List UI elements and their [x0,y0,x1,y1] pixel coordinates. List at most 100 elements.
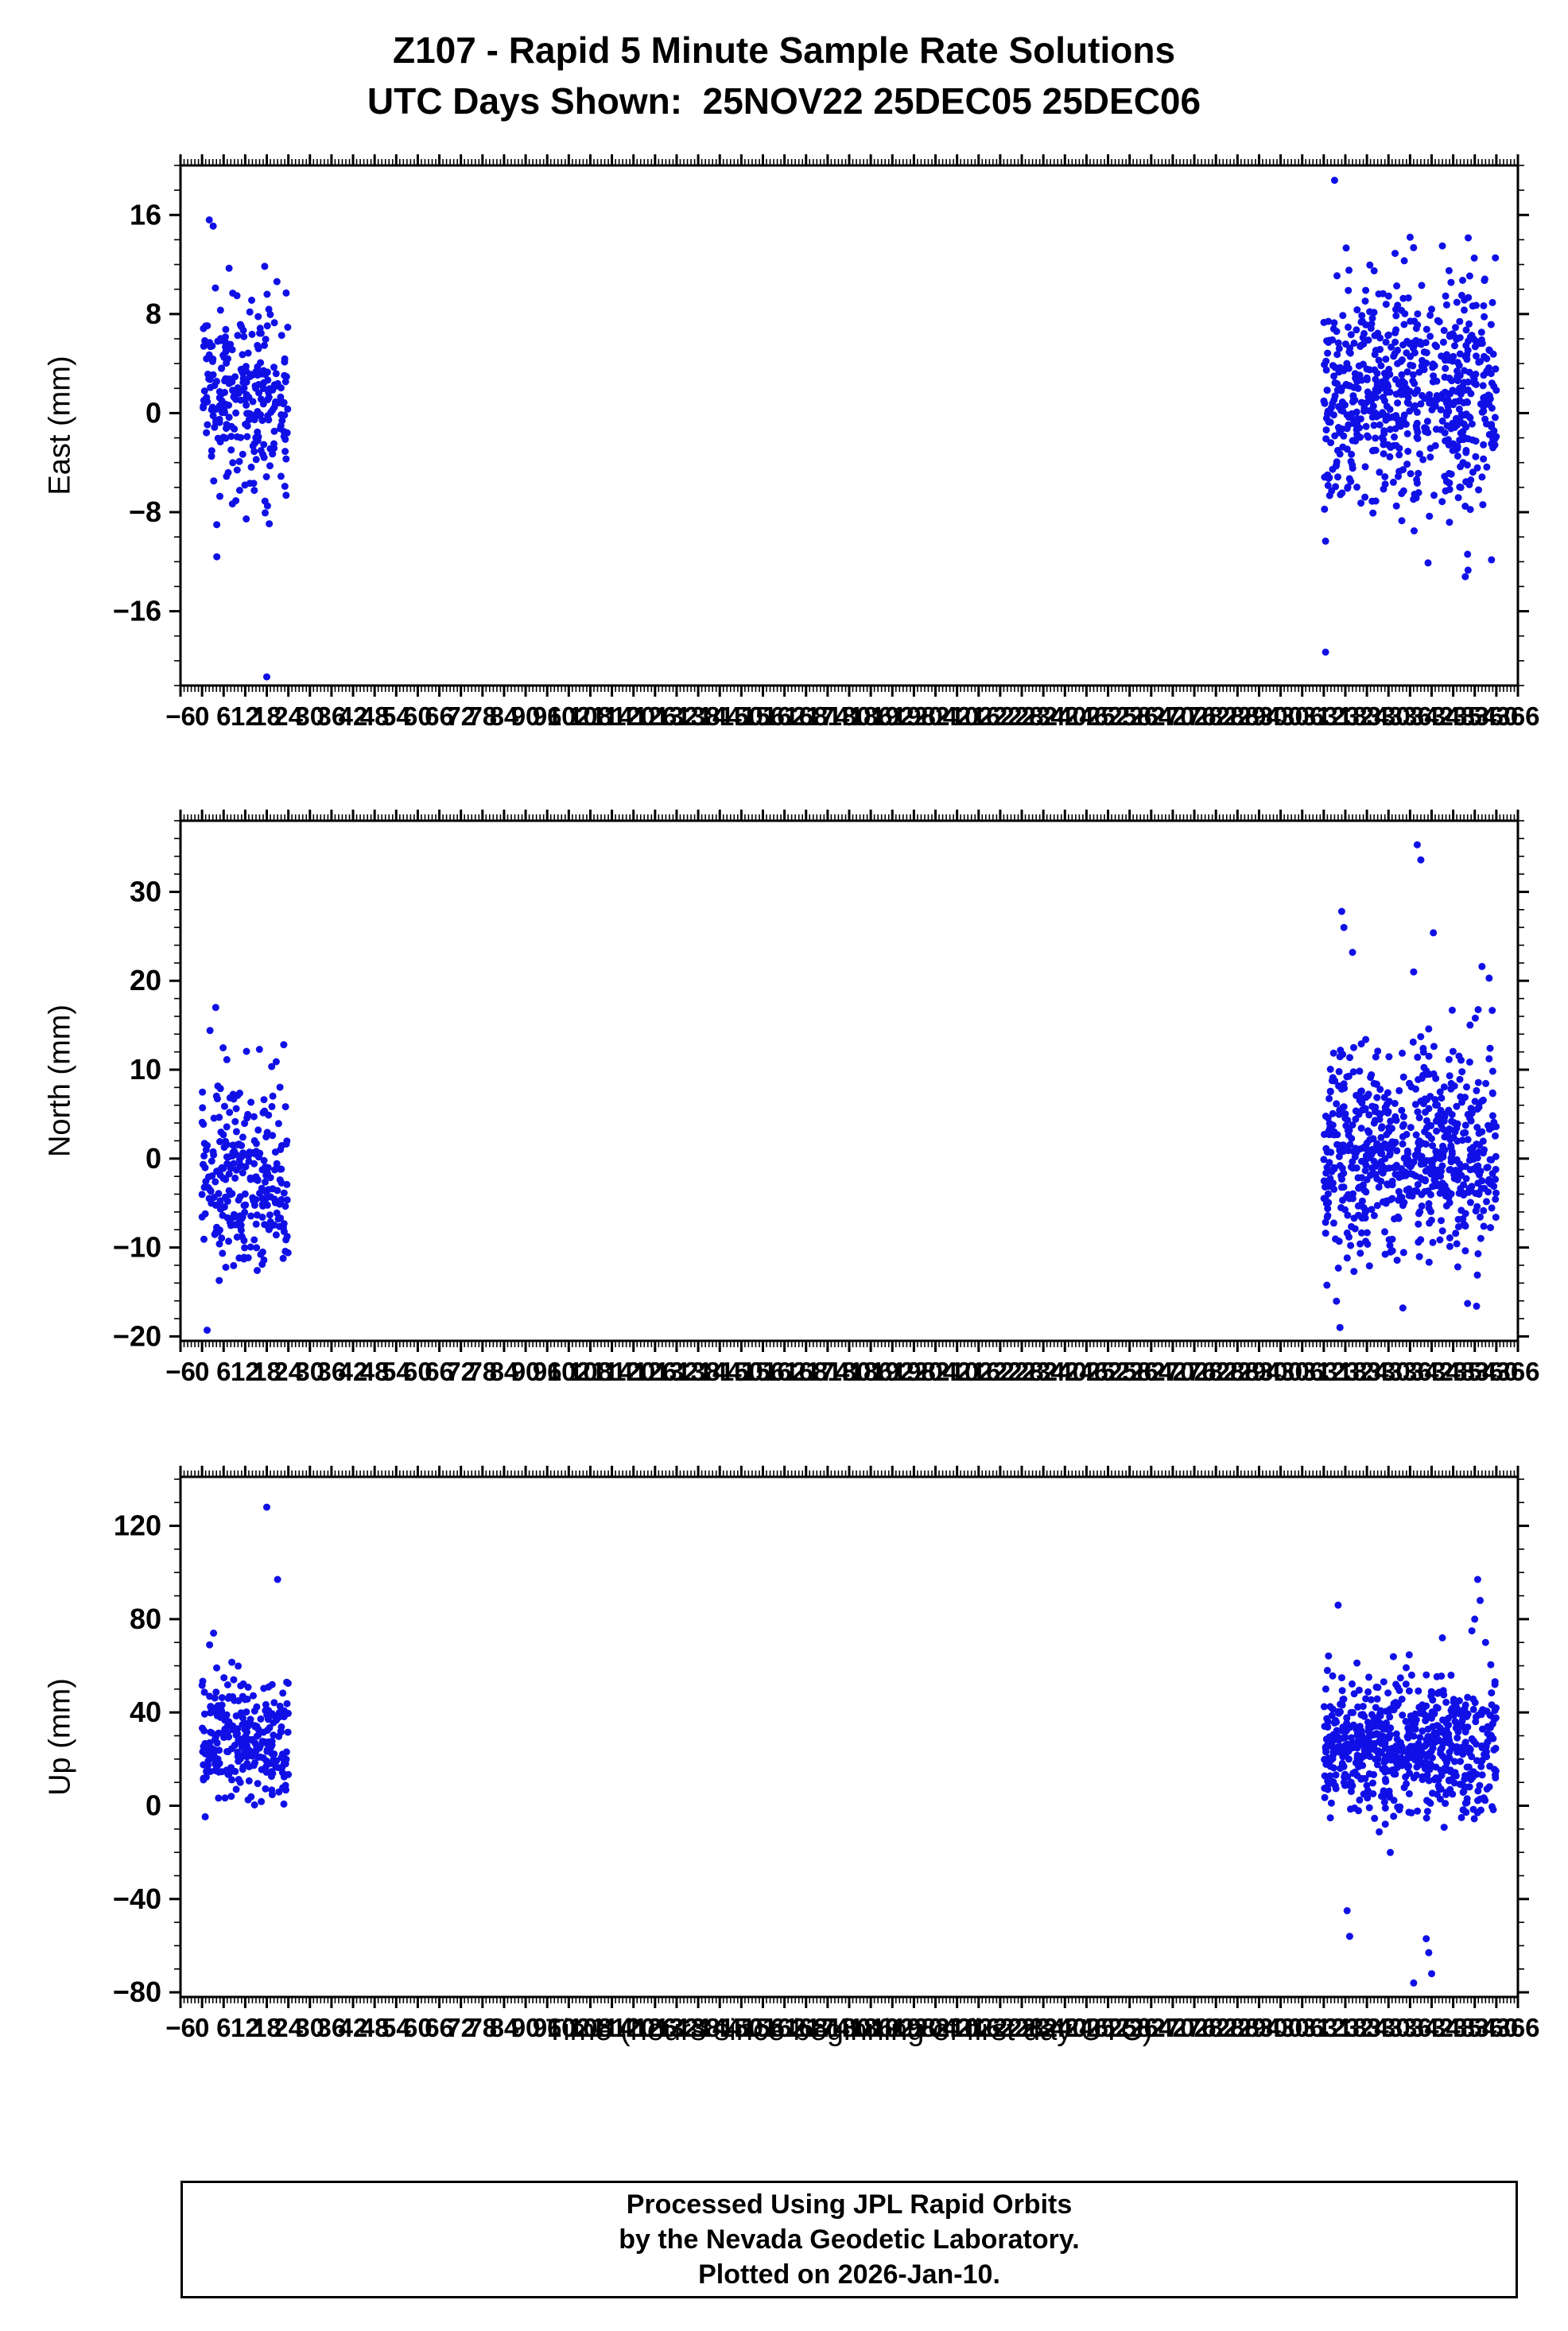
svg-text:186: 186 [849,2013,893,2042]
svg-text:12: 12 [231,701,260,731]
svg-text:12: 12 [231,1357,260,1386]
svg-text:342: 342 [1410,701,1454,731]
east-scatter-plot: −6 0 6 121824303642485460667278849096102108… [113,154,1540,731]
x-tick-labels: −6 0 6 121824303642485460667278849096102108… [165,1357,1539,1386]
svg-text:180: 180 [827,1357,871,1386]
svg-text:66: 66 [425,2013,454,2042]
svg-text:312: 312 [1302,1357,1345,1386]
svg-text:342: 342 [1410,1357,1454,1386]
svg-text:78: 78 [468,701,497,731]
svg-text:96: 96 [533,701,562,731]
svg-text:312: 312 [1302,701,1345,731]
svg-text:192: 192 [871,701,914,731]
footer-line-3: Plotted on 2026-Jan-10. [698,2259,1000,2290]
x-axis-label: Time (hours since beginning of first day… [545,2014,1153,2047]
svg-text:186: 186 [849,701,893,731]
svg-text:276: 276 [1173,1357,1217,1386]
svg-text:234: 234 [1022,1357,1066,1386]
svg-text:276: 276 [1173,701,1217,731]
svg-text:228: 228 [1000,701,1044,731]
svg-text:72: 72 [446,1357,475,1386]
svg-text:138: 138 [677,1357,720,1386]
svg-text:246: 246 [1065,701,1108,731]
y-ticks [169,1478,1529,1994]
svg-text:252: 252 [1086,1357,1130,1386]
footer-box: Processed Using JPL Rapid Orbits by the … [180,2181,1518,2298]
svg-text:0: 0 [146,1142,161,1175]
svg-text:264: 264 [1129,1357,1174,1386]
svg-text:360: 360 [1474,2013,1518,2042]
svg-text:336: 336 [1388,701,1432,731]
svg-text:156: 156 [741,701,785,731]
svg-text:282: 282 [1194,2013,1238,2042]
y-tick-labels: −80 −40 0 40 80 120 [113,1509,161,2009]
svg-text:288: 288 [1216,1357,1259,1386]
svg-text:270: 270 [1151,2013,1194,2042]
svg-text:318: 318 [1323,701,1367,731]
svg-text:270: 270 [1151,1357,1194,1386]
svg-text:36: 36 [317,1357,347,1386]
svg-text:294: 294 [1237,2013,1282,2042]
svg-text:348: 348 [1431,1357,1475,1386]
svg-text:348: 348 [1431,2013,1475,2042]
svg-text:216: 216 [957,701,1000,731]
svg-text:96: 96 [533,2013,562,2042]
svg-text:78: 78 [468,2013,497,2042]
svg-text:126: 126 [633,1357,677,1386]
svg-text:90: 90 [511,1357,541,1386]
svg-text:18: 18 [252,1357,281,1386]
svg-text:276: 276 [1173,2013,1217,2042]
svg-text:210: 210 [935,1357,979,1386]
svg-text:30: 30 [130,875,161,907]
svg-text:−10: −10 [113,1231,161,1264]
svg-text:198: 198 [892,701,936,731]
svg-text:252: 252 [1086,2013,1130,2042]
svg-text:60: 60 [403,1357,433,1386]
svg-text:246: 246 [1065,1357,1108,1386]
svg-text:60: 60 [403,701,433,731]
svg-text:264: 264 [1129,701,1174,731]
svg-text:120: 120 [611,2013,655,2042]
plot-frame [179,819,1519,1342]
svg-text:132: 132 [654,2013,698,2042]
y-tick-labels: −16 −8 0 8 16 [113,198,161,627]
svg-text:312: 312 [1302,2013,1345,2042]
svg-text:12: 12 [231,2013,260,2042]
svg-text:18: 18 [252,701,281,731]
svg-text:108: 108 [569,701,612,731]
svg-text:294: 294 [1237,1357,1282,1386]
svg-text:42: 42 [339,1357,368,1386]
svg-text:−40: −40 [113,1882,161,1915]
svg-text:360: 360 [1474,701,1518,731]
svg-text:156: 156 [741,1357,785,1386]
svg-text:180: 180 [827,701,871,731]
chart-subtitle: UTC Days Shown: 25NOV22 25DEC05 25DEC06 [367,80,1201,122]
svg-text:0: 0 [195,2013,209,2042]
svg-text:210: 210 [935,2013,979,2042]
svg-text:144: 144 [698,2013,743,2042]
svg-text:162: 162 [763,701,806,731]
svg-text:168: 168 [784,1357,828,1386]
svg-text:−6: −6 [165,2013,196,2042]
svg-text:336: 336 [1388,1357,1432,1386]
svg-text:8: 8 [146,297,161,330]
svg-text:204: 204 [914,1357,958,1386]
svg-text:−20: −20 [113,1319,161,1352]
svg-text:306: 306 [1280,1357,1324,1386]
svg-text:102: 102 [547,701,591,731]
svg-text:174: 174 [805,1357,850,1386]
svg-text:30: 30 [295,1357,324,1386]
svg-text:168: 168 [784,2013,828,2042]
svg-text:24: 24 [274,1357,303,1386]
footer-line-2: by the Nevada Geodetic Laboratory. [619,2224,1080,2255]
svg-text:162: 162 [763,1357,806,1386]
y-tick-labels: −20 −10 0 10 20 30 [113,875,161,1352]
svg-text:282: 282 [1194,701,1238,731]
svg-text:−16: −16 [113,595,161,627]
svg-text:84: 84 [490,1357,519,1386]
svg-text:90: 90 [511,2013,541,2042]
scatter-points [198,841,1500,1334]
svg-text:138: 138 [677,2013,720,2042]
svg-text:288: 288 [1216,701,1259,731]
